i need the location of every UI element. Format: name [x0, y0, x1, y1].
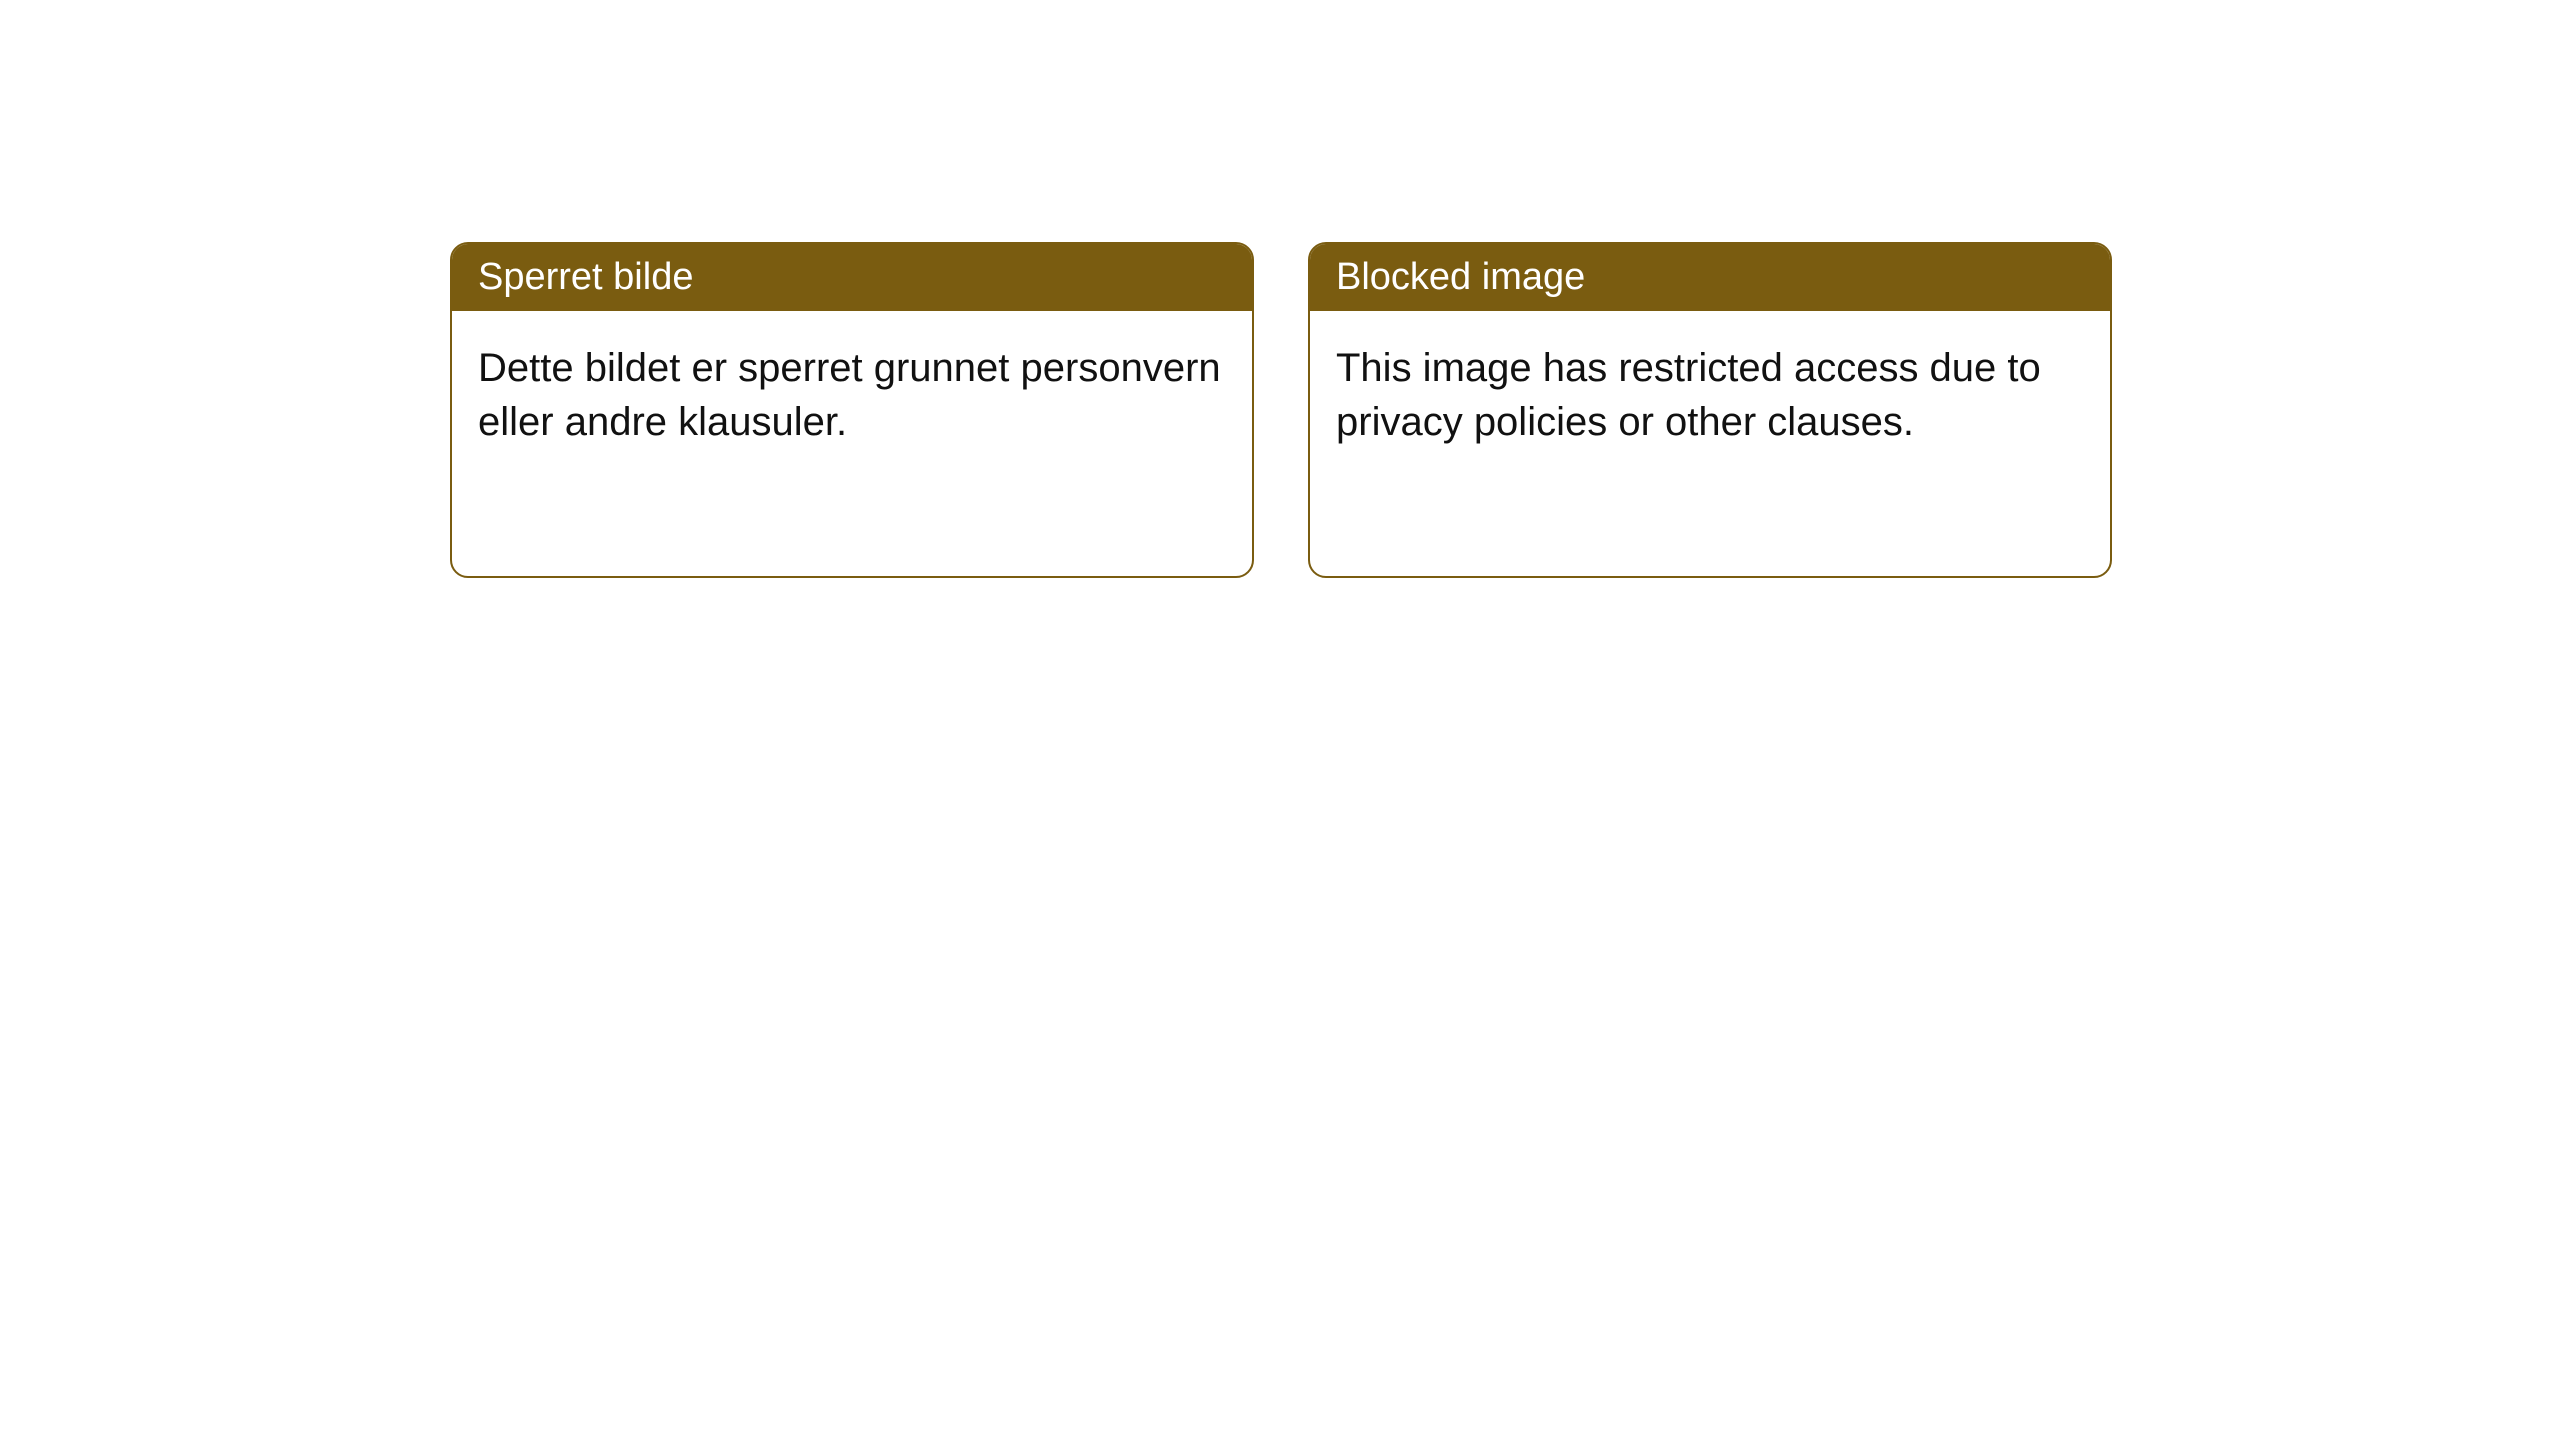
card-body-text: This image has restricted access due to … [1336, 341, 2084, 449]
notice-card-english: Blocked image This image has restricted … [1308, 242, 2112, 578]
card-header: Blocked image [1310, 244, 2110, 311]
card-body-text: Dette bildet er sperret grunnet personve… [478, 341, 1226, 449]
card-body: Dette bildet er sperret grunnet personve… [452, 311, 1252, 576]
card-header-title: Sperret bilde [478, 256, 693, 298]
notice-card-norwegian: Sperret bilde Dette bildet er sperret gr… [450, 242, 1254, 578]
notice-cards-container: Sperret bilde Dette bildet er sperret gr… [450, 242, 2112, 578]
card-body: This image has restricted access due to … [1310, 311, 2110, 576]
card-header: Sperret bilde [452, 244, 1252, 311]
card-header-title: Blocked image [1336, 256, 1585, 298]
